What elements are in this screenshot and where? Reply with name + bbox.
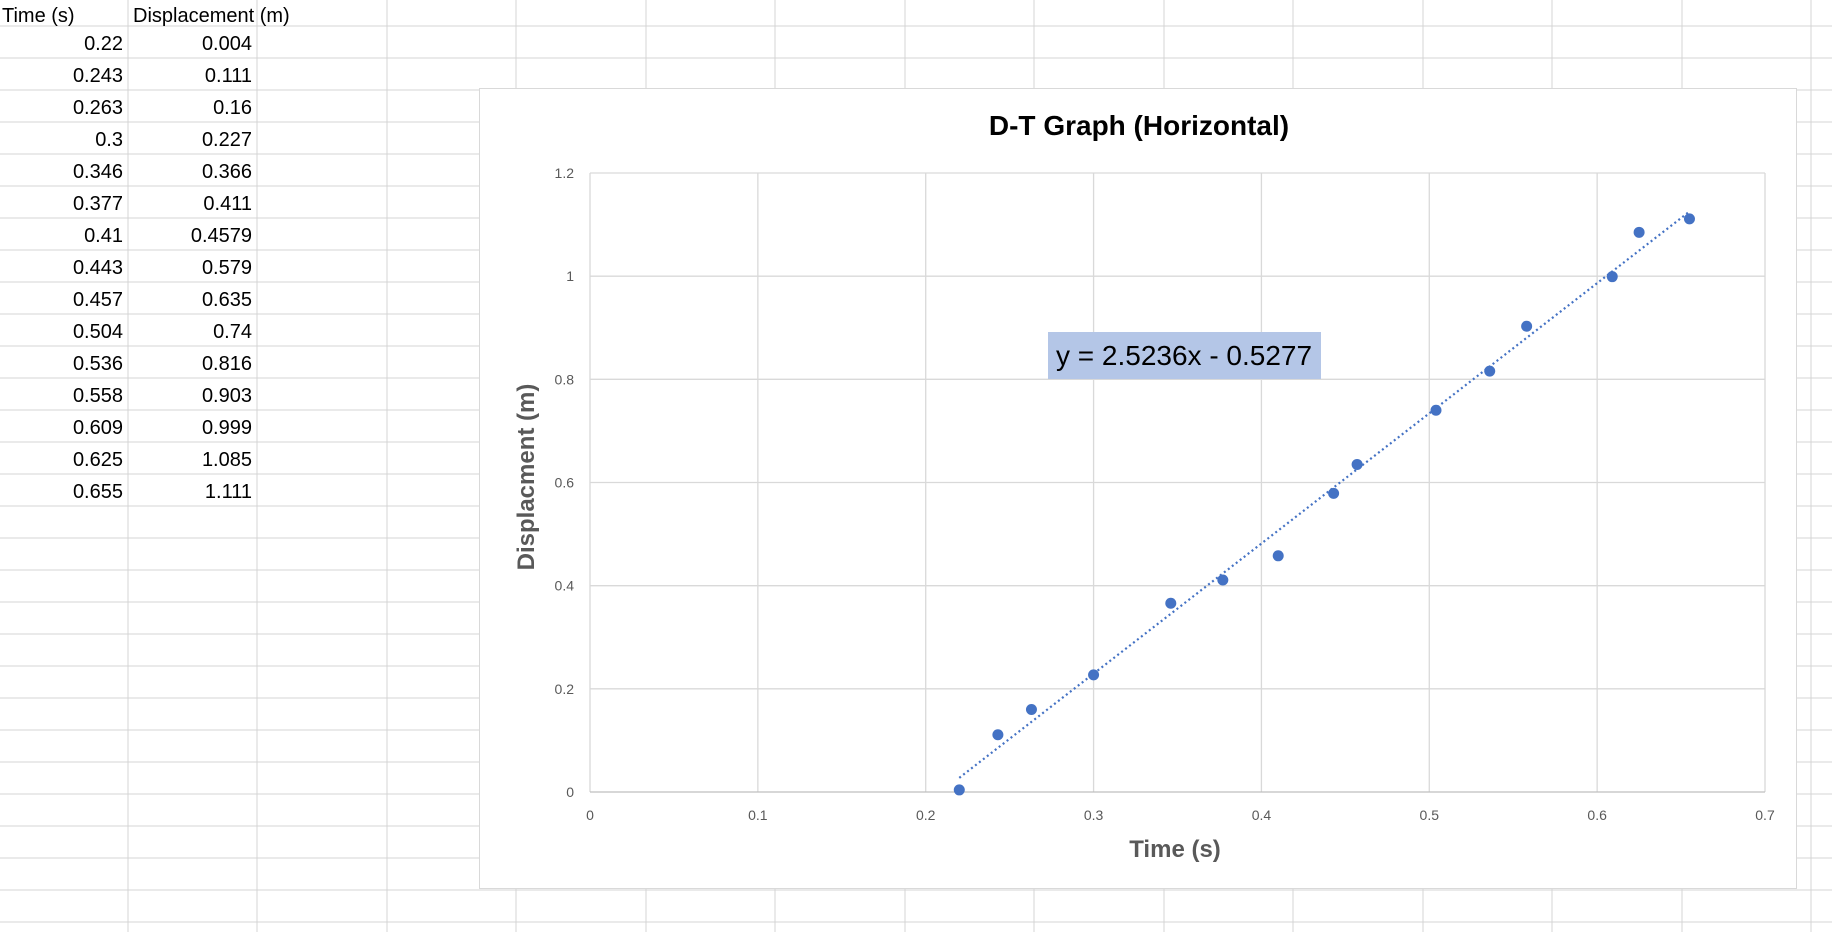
x-axis-ticks: 0 0.1 0.2 0.3 0.4 0.5 0.6 0.7 bbox=[586, 807, 1775, 823]
cell-displacement[interactable]: 1.085 bbox=[201, 449, 252, 471]
cell-displacement[interactable]: 0.366 bbox=[201, 161, 252, 183]
cell-displacement[interactable]: 0.816 bbox=[201, 353, 252, 375]
y-axis-ticks: 0 0.2 0.4 0.6 0.8 1 1.2 bbox=[555, 165, 575, 800]
cell-displacement[interactable]: 0.74 bbox=[213, 321, 252, 343]
cell-time[interactable]: 0.263 bbox=[72, 97, 123, 119]
cell-displacement[interactable]: 0.111 bbox=[204, 65, 252, 87]
cell-time[interactable]: 0.504 bbox=[72, 321, 123, 343]
cell-displacement[interactable]: 0.004 bbox=[201, 33, 252, 55]
data-point[interactable] bbox=[953, 784, 965, 796]
cell-displacement[interactable]: 0.411 bbox=[203, 193, 252, 215]
y-tick-label: 0.8 bbox=[555, 371, 575, 387]
cell-time[interactable]: 0.655 bbox=[72, 481, 123, 503]
cell-displacement[interactable]: 0.903 bbox=[201, 385, 252, 407]
data-point[interactable] bbox=[1683, 213, 1695, 225]
scatter-chart: 0 0.1 0.2 0.3 0.4 0.5 0.6 0.7 0 0.2 0.4 0.6 0.8 1 1.2… bbox=[513, 110, 1775, 863]
data-points bbox=[953, 213, 1695, 796]
data-point[interactable] bbox=[1217, 574, 1229, 586]
trendline[interactable] bbox=[958, 210, 1691, 779]
x-tick-label: 0.1 bbox=[748, 807, 768, 823]
cell-time[interactable]: 0.3 bbox=[95, 129, 123, 151]
cell-time[interactable]: 0.377 bbox=[72, 193, 123, 215]
chart-title[interactable]: D-T Graph (Horizontal) bbox=[989, 110, 1289, 141]
data-point[interactable] bbox=[1025, 703, 1037, 715]
x-tick-label: 0.4 bbox=[1252, 807, 1272, 823]
data-point[interactable] bbox=[1272, 550, 1284, 562]
cell-time[interactable]: 0.558 bbox=[72, 385, 123, 407]
equation-text: y = 2.5236x - 0.5277 bbox=[1056, 340, 1312, 371]
cell-time[interactable]: 0.457 bbox=[72, 289, 123, 311]
cell-time[interactable]: 0.22 bbox=[84, 33, 123, 55]
data-point[interactable] bbox=[1521, 320, 1533, 332]
data-point[interactable] bbox=[992, 729, 1004, 741]
x-tick-label: 0.2 bbox=[916, 807, 936, 823]
cell-displacement[interactable]: 0.999 bbox=[201, 417, 252, 439]
y-axis-title[interactable]: Displacment (m) bbox=[513, 384, 540, 571]
cell-displacement[interactable]: 1.111 bbox=[204, 481, 252, 503]
x-tick-label: 0.6 bbox=[1587, 807, 1607, 823]
cell-time[interactable]: 0.41 bbox=[84, 225, 123, 247]
x-tick-label: 0.3 bbox=[1084, 807, 1104, 823]
column-header-displacement[interactable]: Displacement (m) bbox=[133, 5, 290, 27]
chart-gridlines bbox=[589, 172, 1766, 793]
y-tick-label: 0.6 bbox=[555, 475, 575, 491]
cell-displacement[interactable]: 0.4579 bbox=[190, 225, 252, 247]
y-tick-label: 0.4 bbox=[555, 578, 575, 594]
equation-background bbox=[1048, 332, 1321, 379]
y-tick-label: 0 bbox=[566, 784, 574, 800]
x-tick-label: 0.5 bbox=[1420, 807, 1440, 823]
cell-time[interactable]: 0.443 bbox=[72, 257, 123, 279]
cell-time[interactable]: 0.346 bbox=[72, 161, 123, 183]
cell-time[interactable]: 0.243 bbox=[72, 65, 123, 87]
x-tick-label: 0.7 bbox=[1755, 807, 1775, 823]
data-point[interactable] bbox=[1633, 226, 1645, 238]
x-tick-label: 0 bbox=[586, 807, 594, 823]
data-point[interactable] bbox=[1165, 597, 1177, 609]
data-point[interactable] bbox=[1328, 487, 1340, 499]
trendline-equation-label[interactable]: y = 2.5236x - 0.5277 bbox=[1048, 332, 1321, 379]
cell-displacement[interactable]: 0.579 bbox=[201, 257, 252, 279]
trendline-group[interactable] bbox=[958, 210, 1691, 779]
x-axis-title[interactable]: Time (s) bbox=[1129, 836, 1221, 863]
y-tick-label: 1.2 bbox=[555, 165, 575, 181]
cell-displacement[interactable]: 0.227 bbox=[201, 129, 252, 151]
chart-area[interactable]: 0 0.1 0.2 0.3 0.4 0.5 0.6 0.7 0 0.2 0.4 0.6 0.8 1 1.2… bbox=[479, 88, 1797, 889]
data-point[interactable] bbox=[1606, 271, 1618, 283]
cell-time[interactable]: 0.536 bbox=[72, 353, 123, 375]
cell-time[interactable]: 0.609 bbox=[72, 417, 123, 439]
data-point[interactable] bbox=[1430, 404, 1442, 416]
cell-displacement[interactable]: 0.16 bbox=[213, 97, 252, 119]
data-point[interactable] bbox=[1088, 669, 1100, 681]
data-point[interactable] bbox=[1484, 365, 1496, 377]
data-point[interactable] bbox=[1351, 458, 1363, 470]
cell-time[interactable]: 0.625 bbox=[72, 449, 123, 471]
y-tick-label: 0.2 bbox=[555, 681, 575, 697]
y-tick-label: 1 bbox=[566, 268, 574, 284]
column-header-time[interactable]: Time (s) bbox=[2, 5, 75, 27]
cell-displacement[interactable]: 0.635 bbox=[201, 289, 252, 311]
